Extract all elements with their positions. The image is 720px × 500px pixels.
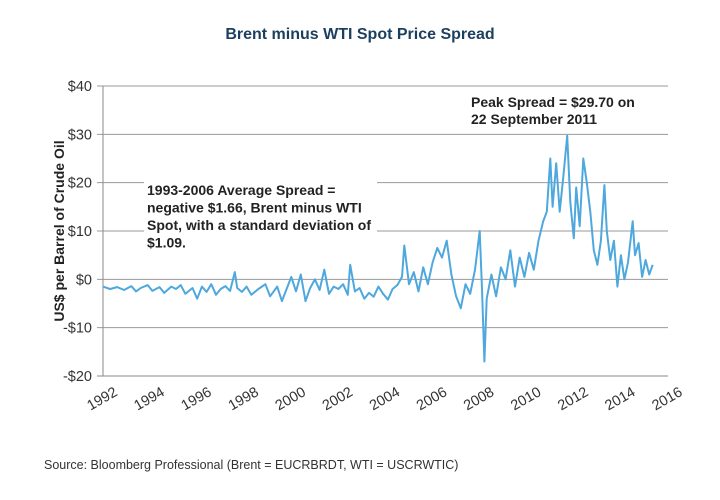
x-tick-label: 2016: [649, 384, 685, 414]
y-axis-label: US$ per Barrel of Crude Oil: [51, 140, 67, 321]
x-tick-label: 1998: [226, 384, 262, 414]
annotation-text-line: negative $1.66, Brent minus WTI: [147, 200, 362, 216]
annotation-text-line: $1.09.: [147, 235, 186, 251]
axes: [97, 86, 668, 377]
annotation-text-line: Peak Spread = $29.70 on: [471, 94, 635, 110]
series-line: [102, 134, 654, 363]
x-tick-label: 2006: [414, 384, 450, 414]
y-tick-label: -$10: [63, 321, 92, 337]
chart-title: Brent minus WTI Spot Price Spread: [225, 26, 495, 43]
annotation-text-line: Spot, with a standard deviation of: [147, 217, 371, 233]
y-tick-label: $20: [68, 176, 92, 192]
annotation: 1993-2006 Average Spread = negative $1.66…: [144, 180, 377, 254]
y-tick-labels: $40 $30 $20 $10 $0 -$10 -$20: [63, 79, 92, 385]
x-tick-label: 1996: [179, 384, 215, 414]
annotation-background: [144, 180, 377, 254]
x-tick-label: 2010: [508, 384, 544, 414]
x-tick-label: 2000: [273, 384, 309, 414]
x-tick-label: 2014: [602, 384, 638, 414]
y-tick-label: $10: [68, 224, 92, 240]
x-tick-label: 2002: [320, 384, 356, 414]
y-tick-label: $30: [68, 127, 92, 143]
x-tick-label: 1994: [132, 384, 168, 414]
x-tick-label: 2008: [461, 384, 497, 414]
x-tick-labels: 1992 1994 1996 1998 2000 2002 2004 2006 2008 2010…: [84, 384, 685, 414]
y-tick-label: -$20: [63, 369, 92, 385]
y-tick-label: $40: [68, 79, 92, 95]
annotation-text-line: 22 September 2011: [471, 111, 597, 127]
series-layer: [102, 134, 654, 363]
source-note: Source: Bloomberg Professional (Brent = …: [44, 458, 459, 472]
y-tick-label: $0: [76, 272, 92, 288]
annotation-text-line: 1993-2006 Average Spread =: [147, 182, 335, 198]
x-tick-label: 1992: [84, 384, 120, 414]
x-tick-label: 2012: [555, 384, 591, 414]
x-tick-label: 2004: [367, 384, 403, 414]
